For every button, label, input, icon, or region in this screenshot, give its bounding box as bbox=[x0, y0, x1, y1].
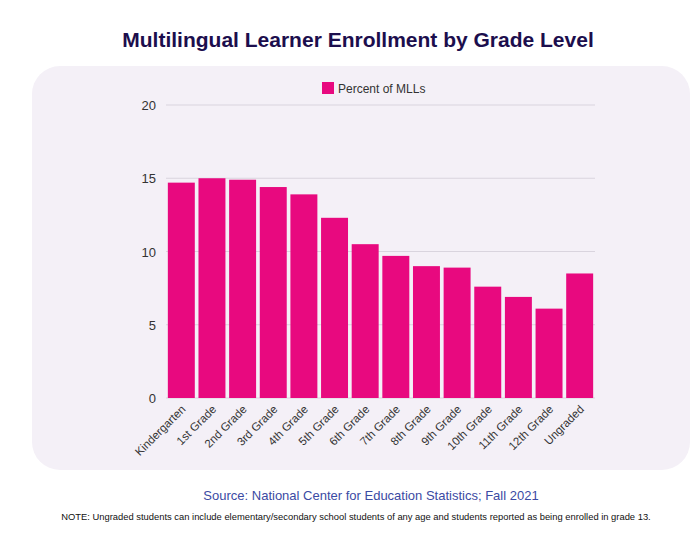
bar bbox=[505, 297, 532, 398]
source: Source: National Center for Education St… bbox=[203, 488, 538, 503]
y-tick-label: 0 bbox=[149, 391, 156, 406]
legend-label: Percent of MLLs bbox=[338, 82, 425, 96]
bar bbox=[290, 194, 317, 398]
x-tick-label: Ungraded bbox=[542, 403, 586, 447]
y-tick-label: 15 bbox=[142, 171, 156, 186]
title: Multilingual Learner Enrollment by Grade… bbox=[122, 28, 593, 51]
bar bbox=[444, 268, 471, 398]
bar bbox=[260, 187, 287, 398]
bars bbox=[168, 178, 593, 398]
bar bbox=[413, 266, 440, 398]
y-tick-label: 10 bbox=[142, 245, 156, 260]
y-tick-label: 5 bbox=[149, 318, 156, 333]
bar bbox=[474, 287, 501, 398]
bar bbox=[566, 273, 593, 398]
grid-line bbox=[166, 105, 595, 106]
bar bbox=[536, 309, 563, 398]
bar bbox=[229, 180, 256, 398]
bar bbox=[352, 244, 379, 398]
grid-line bbox=[166, 178, 595, 179]
bar bbox=[168, 183, 195, 398]
chart-root: Multilingual Learner Enrollment by Grade… bbox=[0, 0, 700, 538]
panel bbox=[32, 66, 690, 470]
chart-svg: Multilingual Learner Enrollment by Grade… bbox=[0, 0, 700, 538]
bar bbox=[382, 256, 409, 398]
bar bbox=[321, 218, 348, 398]
bar bbox=[198, 178, 225, 398]
legend-swatch bbox=[322, 82, 334, 94]
note: NOTE: Ungraded students can include elem… bbox=[61, 511, 650, 522]
grid bbox=[166, 105, 595, 398]
y-tick-label: 20 bbox=[142, 98, 156, 113]
x-tick-label: Kindergarten bbox=[133, 403, 188, 458]
